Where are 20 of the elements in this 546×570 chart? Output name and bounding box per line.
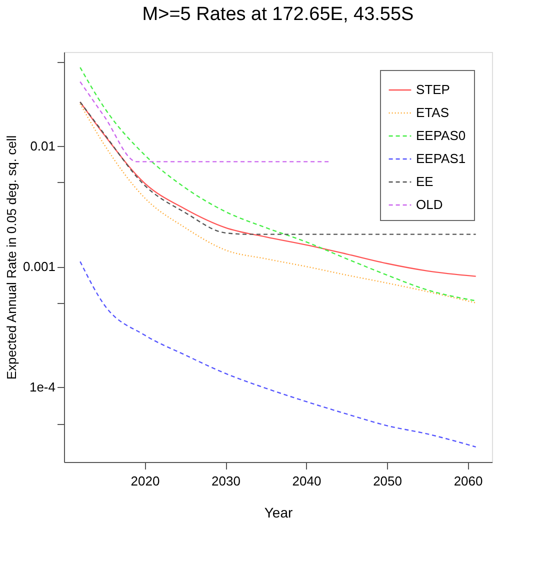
y-axis-title: Expected Annual Rate in 0.05 deg. sq. cell — [4, 135, 19, 380]
line-series — [80, 101, 476, 235]
x-tick-label: 2030 — [212, 474, 240, 488]
x-tick-label: 2060 — [454, 474, 483, 488]
legend-label: EE — [416, 174, 434, 189]
legend-label: STEP — [416, 82, 450, 97]
line-series — [80, 260, 476, 448]
y-tick-label: 1e-4 — [29, 380, 56, 395]
line-series — [80, 66, 476, 302]
legend-label: ETAS — [416, 105, 450, 120]
x-tick-label: 2020 — [130, 474, 160, 488]
legend-label: EEPAS1 — [416, 151, 466, 166]
legend-label: EEPAS0 — [416, 128, 466, 143]
y-tick-label: 0.01 — [30, 138, 56, 154]
chart-title: M>=5 Rates at 172.65E, 43.55S — [142, 4, 414, 25]
x-axis-title: Year — [264, 504, 293, 520]
legend-label: OLD — [416, 197, 443, 212]
y-tick-label: 0.001 — [22, 259, 56, 274]
x-tick-label: 2040 — [292, 474, 322, 488]
x-tick-label: 2050 — [373, 474, 402, 488]
